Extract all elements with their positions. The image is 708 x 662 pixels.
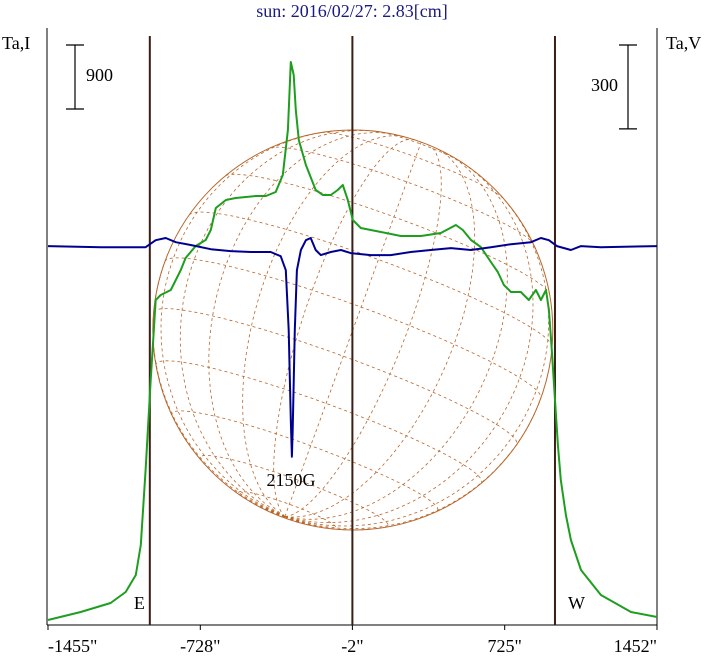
data-line	[47, 237, 658, 458]
disc-grid	[208, 132, 398, 517]
disc-grid	[152, 261, 286, 517]
x-tick-label: 725"	[488, 636, 522, 656]
disc-grid	[242, 135, 405, 517]
disc-grid	[179, 130, 381, 517]
scale-bar-label: 900	[86, 65, 113, 85]
disc-grid	[215, 475, 286, 517]
disc-grid	[199, 455, 389, 528]
disc-grid	[153, 308, 518, 445]
scale-bar	[619, 44, 637, 130]
disc-grid	[284, 148, 476, 518]
disc-grid	[188, 211, 553, 348]
y2-axis-label: Ta,V	[666, 33, 701, 53]
limb-label: E	[134, 593, 145, 613]
x-tick-label: 1452"	[614, 636, 657, 656]
scale-bar	[66, 44, 84, 110]
disc-grid	[284, 151, 508, 520]
disc-grid	[284, 516, 298, 523]
disc-grid	[284, 398, 542, 530]
data-line	[47, 61, 658, 621]
disc-grid	[160, 130, 336, 517]
disc-grid	[284, 144, 442, 517]
disc-grid	[321, 132, 505, 200]
x-tick-label: -1455"	[48, 636, 97, 656]
disc-grid	[171, 410, 439, 513]
disc-grid	[284, 516, 290, 521]
annotation: 2150G	[267, 470, 316, 490]
scale-bar-label: 300	[591, 75, 618, 95]
disc-grid	[155, 360, 483, 485]
disc-grid	[284, 188, 549, 527]
disc-grid	[273, 138, 415, 517]
disc-grid	[269, 146, 534, 244]
disc-grid	[284, 160, 534, 524]
y-axis-label: Ta,I	[2, 33, 30, 53]
chart-title: sun: 2016/02/27: 2.83[cm]	[256, 1, 448, 21]
disc-grid	[238, 491, 337, 530]
limb-label: W	[568, 593, 585, 613]
x-tick-label: -2"	[341, 636, 363, 656]
x-tick-label: -728"	[180, 636, 220, 656]
disc-grid	[284, 141, 422, 517]
